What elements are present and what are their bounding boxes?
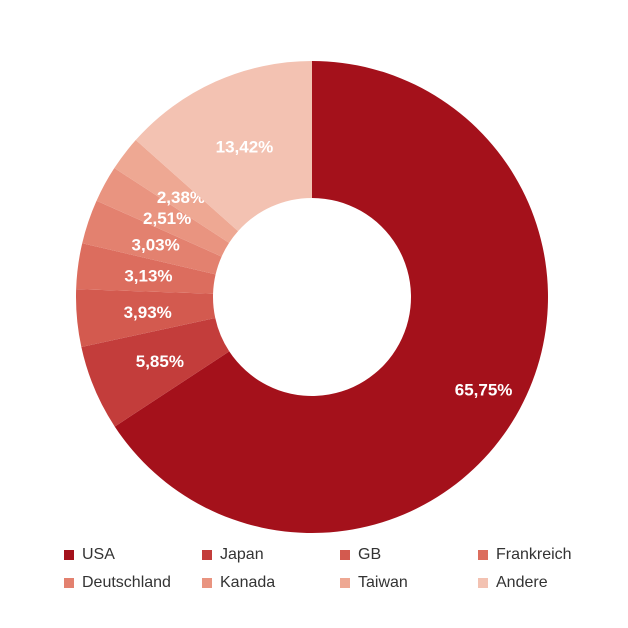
legend-item-deutschland: Deutschland [64,572,202,594]
legend-swatch [340,550,350,560]
legend-item-taiwan: Taiwan [340,572,478,594]
slice-japan [81,317,230,427]
data-label-andere: 13,42% [216,137,274,156]
data-label-deutschland: 3,03% [132,235,180,254]
slice-frankreich [76,243,216,294]
legend-label: Deutschland [82,574,171,591]
legend-swatch [478,578,488,588]
slice-taiwan [114,140,239,243]
slice-gb [75,289,216,348]
data-label-frankreich: 3,13% [124,266,172,285]
legend-label: Andere [496,574,548,591]
legend-label: GB [358,546,382,563]
chart-legend: USA Japan GB Frankreich Deutschland Kanada Tai… [64,544,604,594]
legend-swatch [340,578,350,588]
legend-swatch [478,550,488,560]
legend-swatch [64,550,74,560]
data-label-taiwan: 2,38% [157,188,205,207]
legend-label: Kanada [220,574,276,591]
legend-label: USA [82,546,115,563]
legend-item-gb: GB [340,544,478,566]
legend-label: Taiwan [358,574,408,591]
data-label-gb: 3,93% [124,303,172,322]
legend-label: Frankreich [496,546,572,563]
legend-item-andere: Andere [478,572,604,594]
slice-kanada [96,168,230,257]
slice-deutschland [82,200,222,275]
donut-chart: 65,75% 5,85% 3,93% 3,13% 3,03% 2,51% 2,38% 13,4… [75,61,549,533]
data-label-kanada: 2,51% [143,209,191,228]
legend-label: Japan [220,546,264,563]
legend-swatch [64,578,74,588]
legend-item-japan: Japan [202,544,340,566]
legend-swatch [202,550,212,560]
slice-usa [114,61,549,533]
data-label-usa: 65,75% [455,381,513,400]
legend-item-usa: USA [64,544,202,566]
legend-item-kanada: Kanada [202,572,340,594]
legend-item-frankreich: Frankreich [478,544,604,566]
legend-swatch [202,578,212,588]
slice-andere [135,61,312,232]
data-label-japan: 5,85% [136,352,184,371]
